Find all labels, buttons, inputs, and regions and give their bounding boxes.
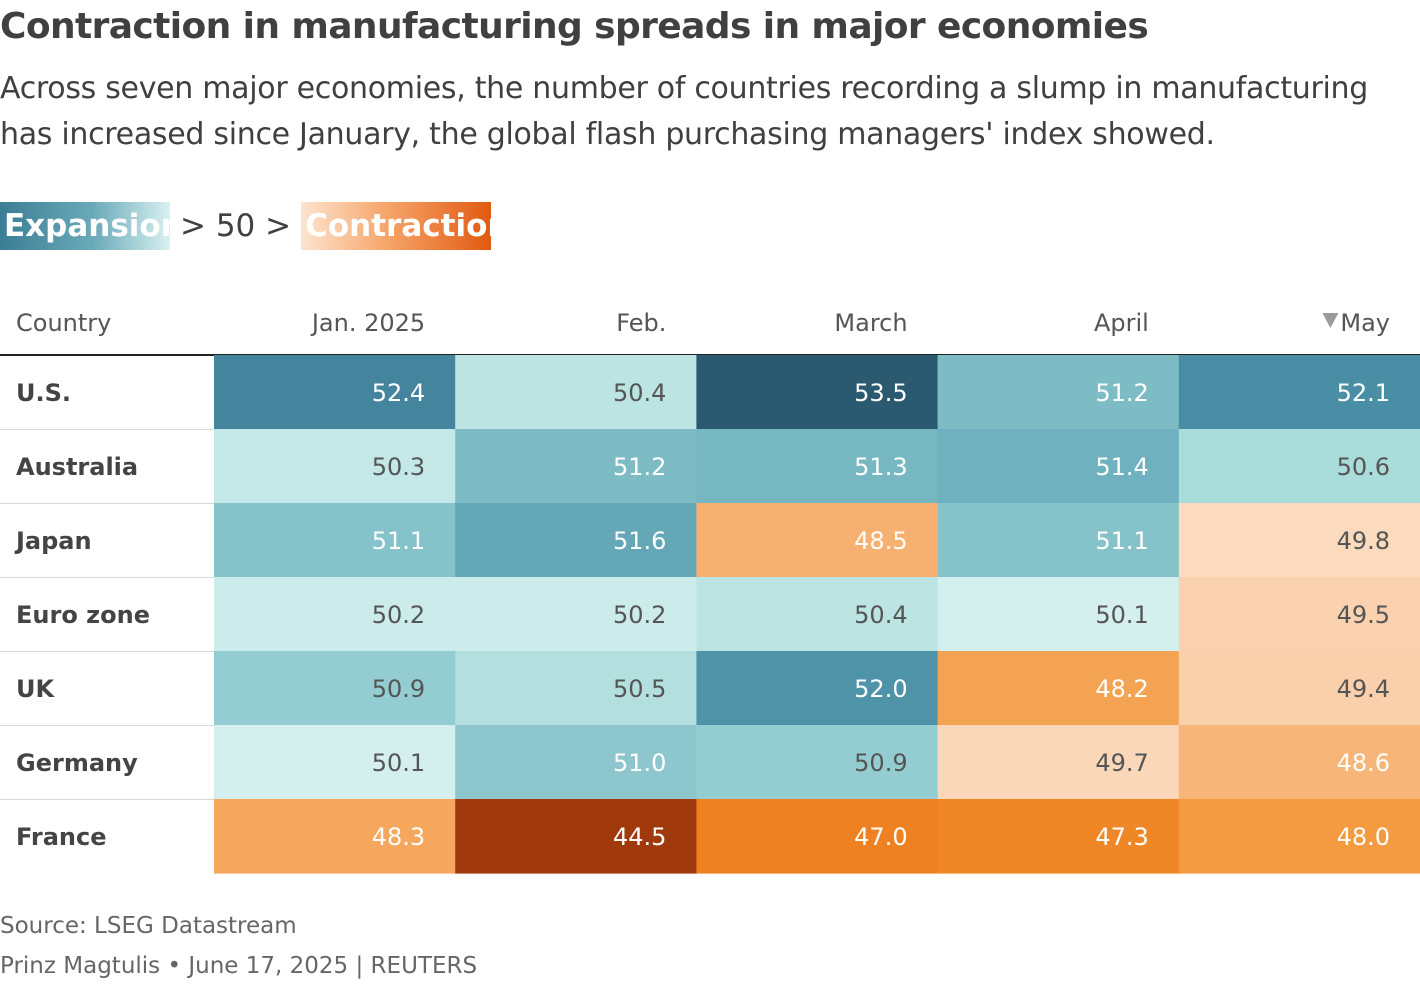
cell-value-r6-c4: 48.0 (1337, 823, 1390, 851)
cell-value-r3-c3: 50.1 (1095, 601, 1148, 629)
cell-value-r5-c1: 51.0 (613, 749, 666, 777)
heat-cell-r3-c3 (937, 577, 1180, 652)
heat-cell-r5-c1 (455, 725, 697, 800)
heat-cell-r2-c3 (937, 503, 1180, 578)
heat-cell-r5-c2 (696, 725, 939, 800)
row-label-6: France (16, 823, 106, 851)
cell-value-r1-c0: 50.3 (372, 453, 425, 481)
byline: Prinz Magtulis • June 17, 2025 | REUTERS (0, 953, 478, 979)
row-divider (0, 799, 214, 800)
cell-value-r1-c2: 51.3 (854, 453, 907, 481)
heat-cell-r2-c2 (696, 503, 939, 578)
cell-value-r6-c2: 47.0 (854, 823, 907, 851)
row-divider (0, 503, 214, 504)
cell-value-r0-c4: 52.1 (1337, 379, 1390, 407)
heat-cell-r1-c2 (696, 429, 939, 504)
heat-cell-r3-c4 (1178, 577, 1420, 652)
sort-descending-icon[interactable] (1322, 313, 1339, 328)
heat-cell-r4-c1 (455, 651, 697, 726)
heat-cell-r2-c4 (1178, 503, 1420, 578)
cell-value-r4-c1: 50.5 (613, 675, 666, 703)
row-label-0: U.S. (16, 379, 71, 407)
cell-value-r6-c0: 48.3 (372, 823, 425, 851)
heat-cell-r4-c4 (1178, 651, 1420, 726)
heat-cell-r6-c3 (937, 799, 1180, 874)
cell-value-r4-c0: 50.9 (372, 675, 425, 703)
column-header-4[interactable]: May (1340, 309, 1390, 337)
heat-cell-r0-c2 (696, 355, 939, 430)
row-label-5: Germany (16, 749, 138, 777)
cell-value-r3-c4: 49.5 (1337, 601, 1390, 629)
cell-value-r6-c1: 44.5 (613, 823, 666, 851)
cell-value-r5-c4: 48.6 (1337, 749, 1390, 777)
column-header-1[interactable]: Feb. (616, 309, 666, 337)
legend-separator: > 50 > (180, 208, 292, 244)
cell-value-r5-c3: 49.7 (1095, 749, 1148, 777)
row-divider (0, 651, 214, 652)
cell-value-r2-c0: 51.1 (372, 527, 425, 555)
cell-value-r4-c4: 49.4 (1337, 675, 1390, 703)
cell-value-r1-c4: 50.6 (1337, 453, 1390, 481)
cell-value-r2-c1: 51.6 (613, 527, 666, 555)
heat-cell-r6-c1 (455, 799, 697, 874)
row-label-4: UK (16, 675, 55, 703)
heat-cell-r6-c2 (696, 799, 939, 874)
cell-value-r3-c0: 50.2 (372, 601, 425, 629)
heat-cell-r5-c0 (214, 725, 456, 800)
cell-value-r2-c4: 49.8 (1337, 527, 1390, 555)
cell-value-r1-c1: 51.2 (613, 453, 666, 481)
cell-value-r2-c2: 48.5 (854, 527, 907, 555)
column-header-0[interactable]: Jan. 2025 (310, 309, 425, 337)
column-header-2[interactable]: March (834, 309, 907, 337)
heatmap-table: Country Jan. 2025 Feb. March April May U.S. 52.… (0, 309, 1420, 874)
row-label-2: Japan (14, 527, 92, 555)
chart-title: Contraction in manufacturing spreads in … (0, 6, 1149, 47)
cell-value-r0-c2: 53.5 (854, 379, 907, 407)
cell-value-r0-c0: 52.4 (372, 379, 425, 407)
legend-contraction: Contraction (301, 202, 509, 250)
legend-expansion: Expansion (0, 202, 183, 250)
heat-cell-r4-c2 (696, 651, 939, 726)
heat-cell-r3-c1 (455, 577, 697, 652)
chart-subtitle: Across seven major economies, the number… (0, 71, 1369, 152)
cell-value-r3-c1: 50.2 (613, 601, 666, 629)
color-legend: Expansion > 50 > Contraction (0, 202, 509, 250)
heat-cell-r0-c1 (455, 355, 697, 430)
column-header-3[interactable]: April (1094, 309, 1149, 337)
heat-cell-r4-c3 (937, 651, 1180, 726)
row-label-1: Australia (16, 453, 138, 481)
row-divider (0, 577, 214, 578)
heat-cell-r0-c3 (937, 355, 1180, 430)
row-divider (0, 429, 214, 430)
heat-cell-r0-c0 (214, 355, 456, 430)
cell-value-r5-c2: 50.9 (854, 749, 907, 777)
source-note: Source: LSEG Datastream (0, 913, 297, 939)
heat-cell-r1-c3 (937, 429, 1180, 504)
cell-value-r1-c3: 51.4 (1095, 453, 1148, 481)
heat-cell-r4-c0 (214, 651, 456, 726)
heat-cell-r1-c4 (1178, 429, 1420, 504)
cell-value-r4-c2: 52.0 (854, 675, 907, 703)
heat-cell-r5-c3 (937, 725, 1180, 800)
cell-value-r0-c1: 50.4 (613, 379, 666, 407)
column-header-country: Country (16, 309, 111, 337)
cell-value-r5-c0: 50.1 (372, 749, 425, 777)
cell-value-r4-c3: 48.2 (1095, 675, 1148, 703)
heat-cell-r5-c4 (1178, 725, 1420, 800)
heat-cell-r1-c0 (214, 429, 456, 504)
cell-value-r2-c3: 51.1 (1095, 527, 1148, 555)
heat-cell-r2-c1 (455, 503, 697, 578)
cell-value-r6-c3: 47.3 (1095, 823, 1148, 851)
heat-cell-r2-c0 (214, 503, 456, 578)
heat-cell-r6-c4 (1178, 799, 1420, 874)
heat-cell-r6-c0 (214, 799, 456, 874)
row-label-3: Euro zone (16, 601, 150, 629)
heat-cell-r0-c4 (1178, 355, 1420, 430)
heat-cell-r3-c0 (214, 577, 456, 652)
heat-cell-r3-c2 (696, 577, 939, 652)
row-divider (0, 725, 214, 726)
heat-cell-r1-c1 (455, 429, 697, 504)
cell-value-r0-c3: 51.2 (1095, 379, 1148, 407)
cell-value-r3-c2: 50.4 (854, 601, 907, 629)
